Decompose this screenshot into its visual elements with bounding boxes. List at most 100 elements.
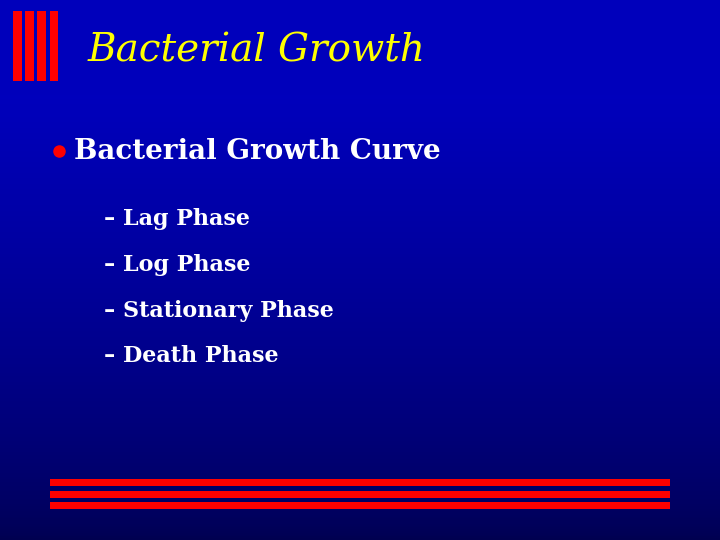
Bar xyxy=(0,479,720,481)
Bar xyxy=(0,135,720,137)
Bar xyxy=(50,479,670,486)
Bar xyxy=(0,7,720,9)
Bar xyxy=(0,423,720,425)
Bar xyxy=(0,247,720,248)
Bar xyxy=(0,34,720,36)
Bar xyxy=(0,104,720,106)
Bar xyxy=(0,231,720,232)
Bar xyxy=(0,130,720,131)
Bar xyxy=(0,304,720,306)
Bar xyxy=(0,66,720,69)
Bar xyxy=(0,297,720,299)
Bar xyxy=(0,15,720,16)
Bar xyxy=(0,421,720,423)
Bar xyxy=(0,524,720,525)
Bar xyxy=(0,417,720,420)
Bar xyxy=(0,378,720,380)
Bar xyxy=(0,180,720,182)
Bar xyxy=(0,194,720,196)
Bar xyxy=(0,335,720,336)
Bar xyxy=(0,520,720,522)
Bar xyxy=(0,238,720,239)
Bar xyxy=(0,356,720,358)
Bar xyxy=(0,439,720,441)
Bar xyxy=(0,452,720,454)
Bar xyxy=(0,139,720,140)
Bar xyxy=(0,390,720,393)
Bar xyxy=(0,259,720,261)
Bar xyxy=(0,531,720,533)
Bar xyxy=(0,45,720,47)
Bar xyxy=(0,319,720,320)
Bar xyxy=(0,248,720,250)
Bar xyxy=(0,106,720,108)
Bar xyxy=(0,263,720,265)
Bar xyxy=(37,11,46,81)
Bar xyxy=(0,504,720,506)
Bar xyxy=(0,389,720,390)
Bar xyxy=(0,96,720,97)
Bar xyxy=(0,243,720,245)
Bar xyxy=(0,250,720,252)
Bar xyxy=(0,241,720,243)
Bar xyxy=(0,115,720,117)
Bar xyxy=(0,266,720,268)
Bar xyxy=(0,137,720,139)
Bar xyxy=(0,29,720,31)
Bar xyxy=(0,482,720,484)
Bar xyxy=(0,113,720,115)
Bar xyxy=(0,153,720,155)
Bar xyxy=(0,54,720,56)
Bar xyxy=(0,441,720,443)
Bar xyxy=(0,56,720,58)
Bar xyxy=(0,158,720,160)
Bar xyxy=(0,495,720,497)
Bar xyxy=(0,342,720,344)
Bar xyxy=(0,430,720,432)
Bar xyxy=(0,0,720,94)
Bar xyxy=(0,16,720,18)
Bar xyxy=(0,85,720,86)
Bar xyxy=(0,169,720,171)
Bar xyxy=(0,131,720,133)
Bar xyxy=(0,254,720,255)
Bar xyxy=(0,374,720,376)
Bar xyxy=(0,522,720,524)
Bar xyxy=(0,9,720,11)
Bar xyxy=(0,475,720,477)
Bar xyxy=(0,18,720,20)
Bar xyxy=(0,221,720,223)
Bar xyxy=(0,400,720,401)
Bar xyxy=(0,155,720,157)
Bar xyxy=(0,398,720,400)
Bar xyxy=(25,11,34,81)
Bar xyxy=(0,174,720,177)
Bar xyxy=(0,497,720,498)
Bar xyxy=(0,191,720,193)
Bar xyxy=(0,517,720,518)
Bar xyxy=(0,77,720,79)
Bar xyxy=(0,79,720,81)
Bar xyxy=(0,196,720,198)
Bar xyxy=(0,286,720,288)
Bar xyxy=(0,481,720,482)
Bar xyxy=(0,39,720,42)
Bar xyxy=(0,204,720,205)
Text: – Lag Phase: – Lag Phase xyxy=(104,208,251,230)
Bar xyxy=(0,4,720,5)
Bar xyxy=(0,339,720,340)
Bar xyxy=(0,50,720,52)
Bar xyxy=(0,124,720,126)
Bar xyxy=(0,349,720,351)
Bar xyxy=(0,394,720,396)
Bar xyxy=(0,88,720,90)
Bar xyxy=(0,428,720,430)
Bar xyxy=(0,123,720,124)
Bar xyxy=(0,27,720,29)
Bar xyxy=(0,506,720,508)
Bar xyxy=(0,201,720,204)
Bar xyxy=(0,0,720,2)
Bar xyxy=(0,353,720,355)
Bar xyxy=(0,373,720,374)
Bar xyxy=(0,245,720,247)
